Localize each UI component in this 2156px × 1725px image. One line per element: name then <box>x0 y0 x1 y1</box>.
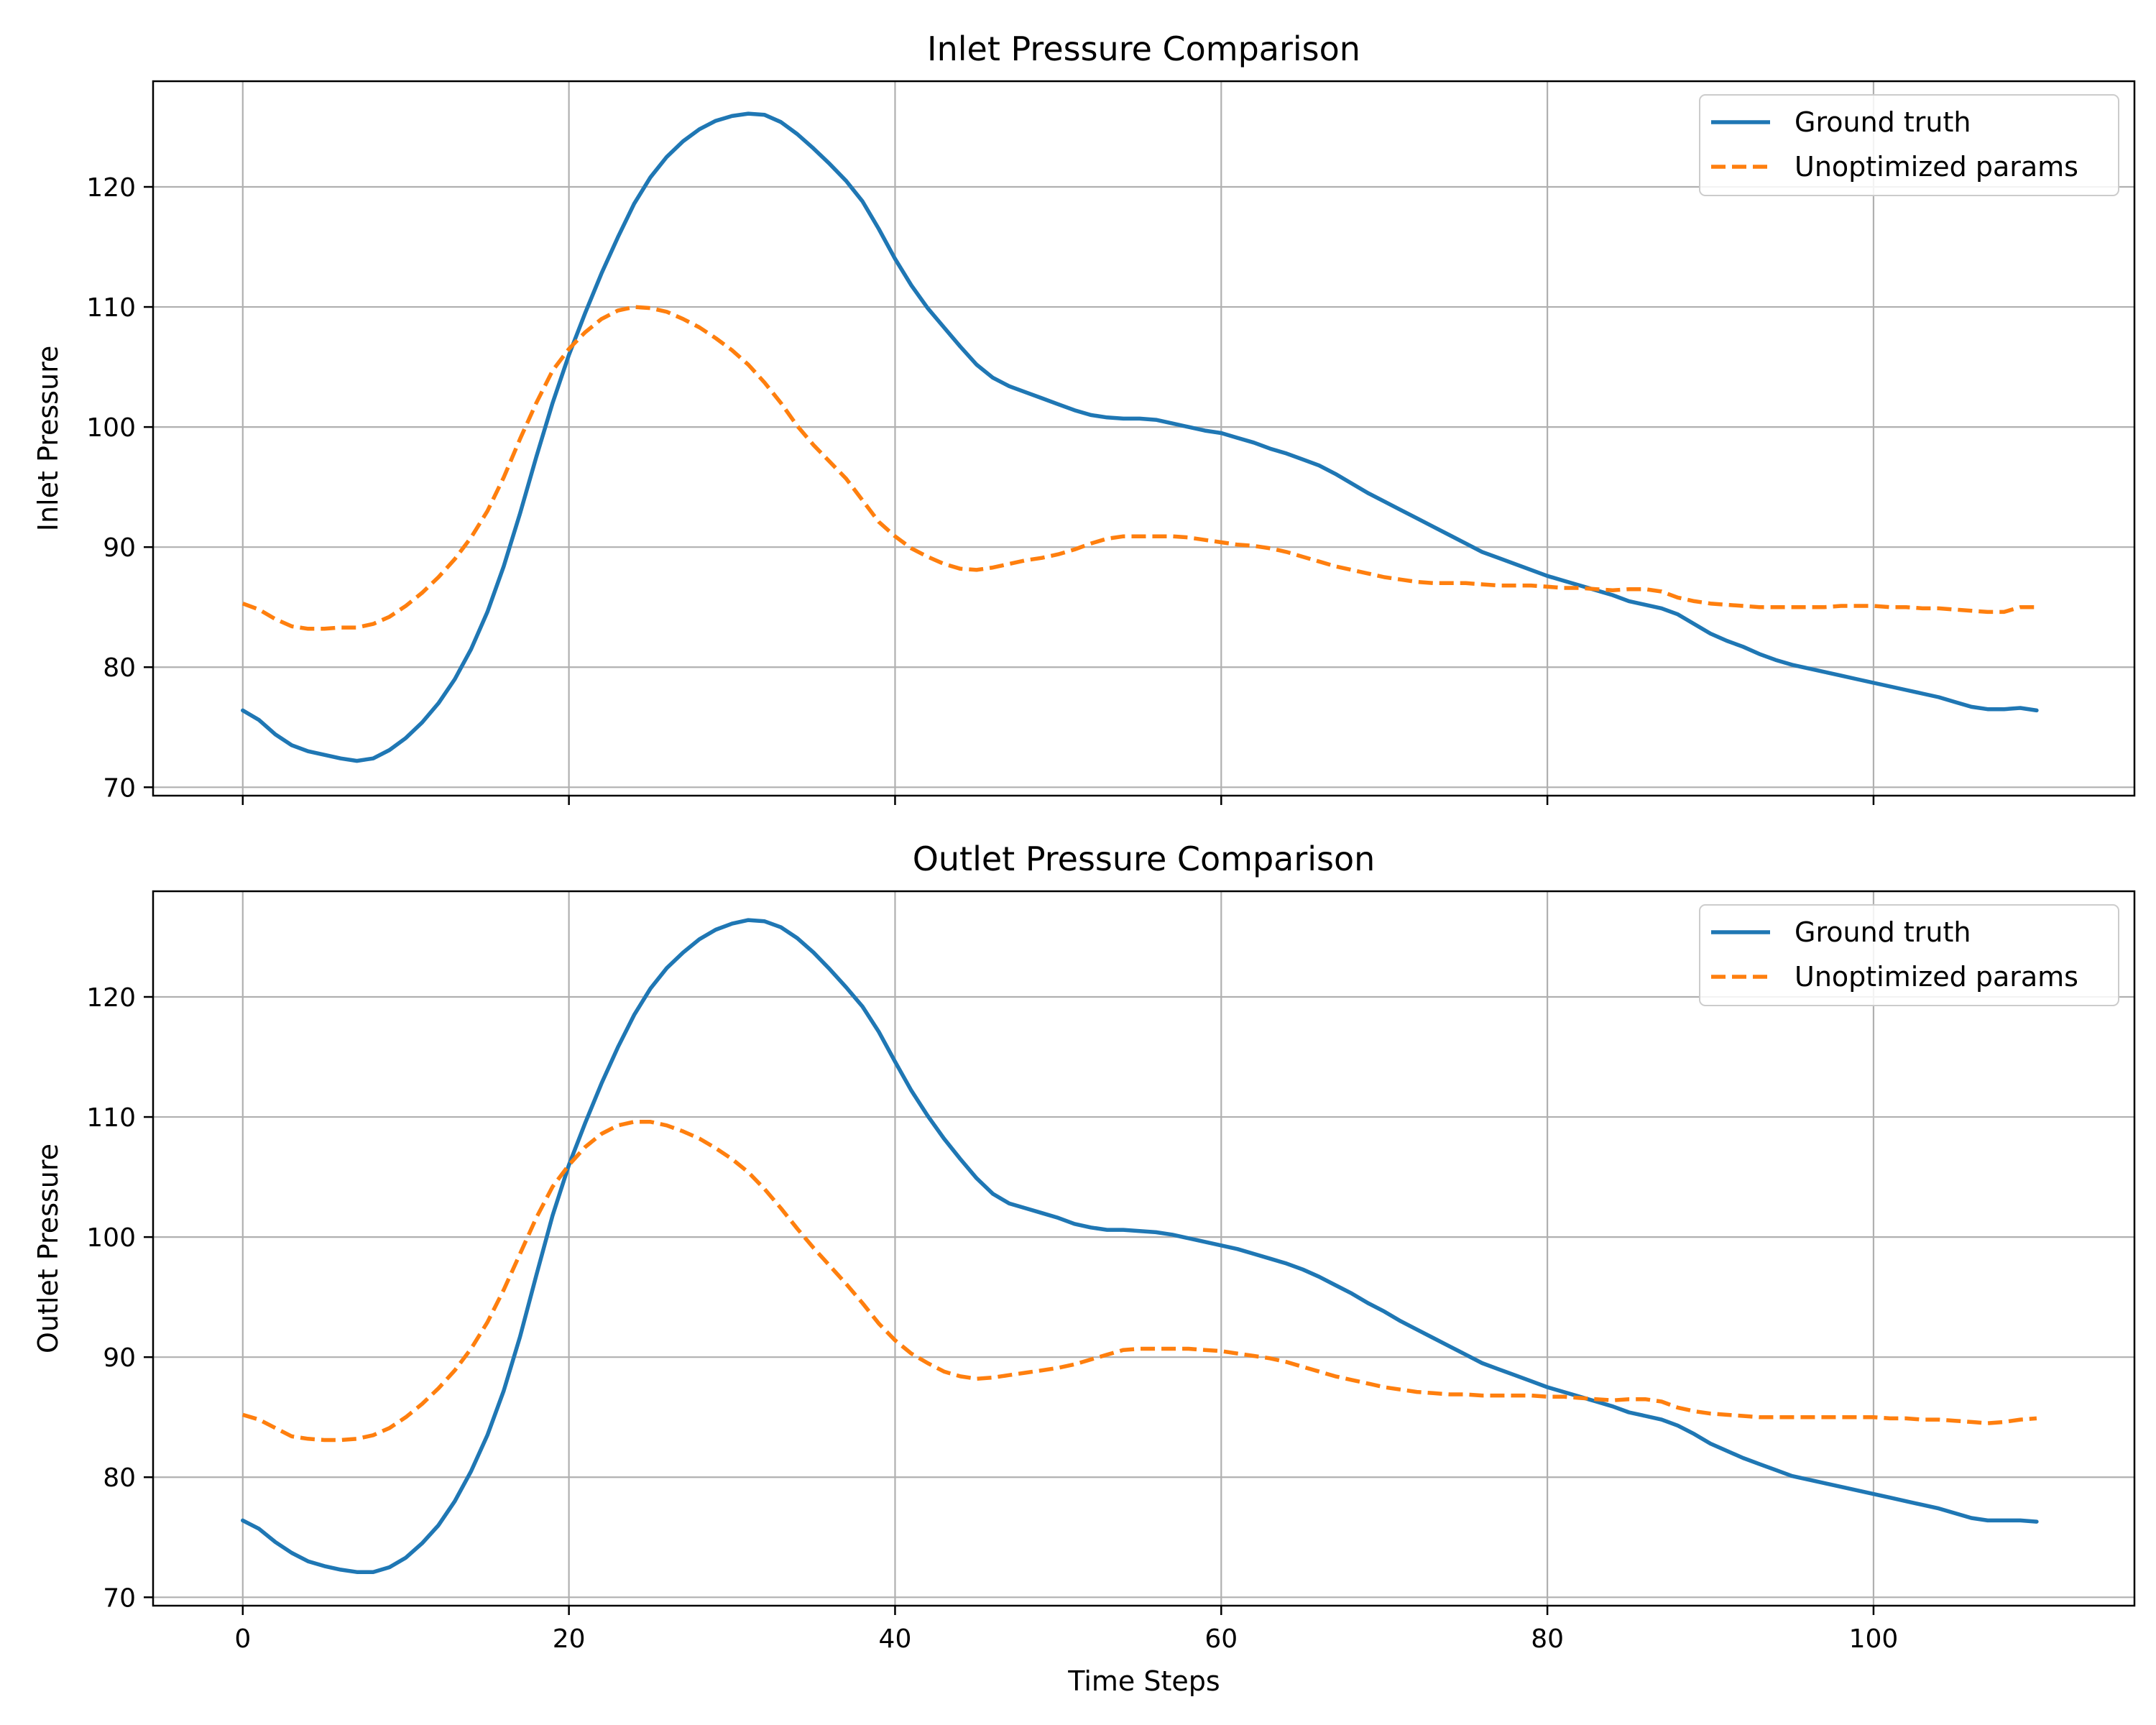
inlet-pressure-panel: 70 80 90 100 110 120 Inlet Pressure Comparison… <box>32 29 2136 805</box>
x-tick-label: 80 <box>1531 1624 1564 1654</box>
legend: Ground truth Unoptimized params <box>1699 94 2119 196</box>
axes-frame <box>152 890 2136 1607</box>
x-tick-label: 100 <box>1849 1624 1899 1654</box>
legend-label: Ground truth <box>1795 916 1971 948</box>
y-tick-label: 90 <box>103 533 136 563</box>
legend-label: Ground truth <box>1795 106 1971 138</box>
y-tick-label: 120 <box>86 983 136 1013</box>
y-tick-label: 120 <box>86 173 136 203</box>
axes-frame <box>152 80 2136 797</box>
ground-truth-line <box>241 918 2039 1574</box>
y-tick-label: 110 <box>86 293 136 323</box>
ground-truth-line <box>241 111 2039 763</box>
y-tick-label: 70 <box>103 773 136 803</box>
y-axis-title: Inlet Pressure <box>32 346 64 531</box>
chart-title: Inlet Pressure Comparison <box>927 29 1360 68</box>
legend-label: Unoptimized params <box>1795 151 2078 183</box>
y-tick-label: 80 <box>103 653 136 683</box>
legend-box <box>1699 94 2119 196</box>
y-tick-label: 100 <box>86 1223 136 1253</box>
legend-box <box>1699 904 2119 1006</box>
y-axis-title: Outlet Pressure <box>32 1144 64 1353</box>
y-tick-label: 90 <box>103 1343 136 1373</box>
x-tick-label: 0 <box>234 1624 251 1654</box>
x-tick-label: 60 <box>1204 1624 1238 1654</box>
chart-title: Outlet Pressure Comparison <box>913 840 1376 878</box>
y-tick-label: 100 <box>86 413 136 443</box>
x-axis-title: Time Steps <box>1067 1665 1220 1697</box>
outlet-pressure-panel: 0 20 40 60 80 100 70 80 90 100 110 120 Outlet Pressu… <box>32 840 2136 1654</box>
legend-label: Unoptimized params <box>1795 961 2078 993</box>
y-tick-label: 110 <box>86 1103 136 1133</box>
unoptimized-params-line <box>242 1120 2037 1443</box>
y-tick-label: 80 <box>103 1463 136 1493</box>
x-tick-label: 20 <box>553 1624 586 1654</box>
x-tick-label: 40 <box>879 1624 912 1654</box>
legend: Ground truth Unoptimized params <box>1699 904 2119 1006</box>
unoptimized-params-line <box>241 305 2037 631</box>
y-tick-label: 70 <box>103 1583 136 1613</box>
